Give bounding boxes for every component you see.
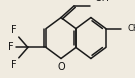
Text: CH₃: CH₃ (127, 24, 135, 33)
Text: F: F (11, 25, 17, 35)
Text: N: N (70, 0, 78, 2)
Text: F: F (11, 60, 17, 70)
Text: OH: OH (94, 0, 109, 3)
Text: F: F (8, 42, 14, 52)
Text: O: O (57, 62, 65, 72)
